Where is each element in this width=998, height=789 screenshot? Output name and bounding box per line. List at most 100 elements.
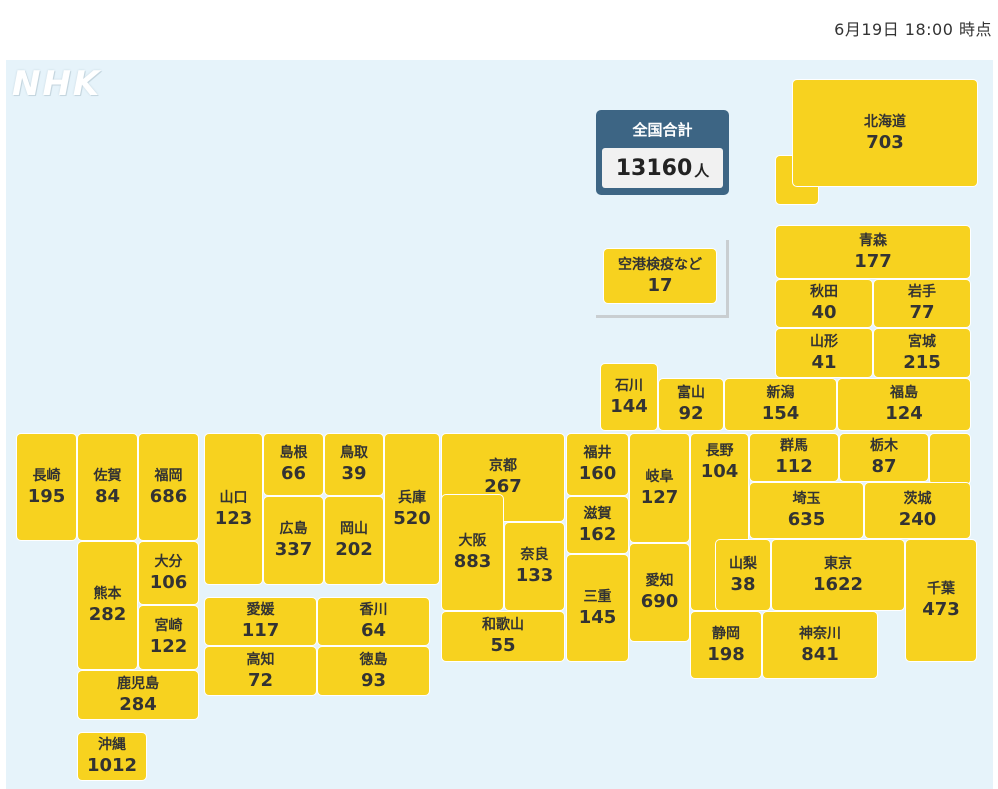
tile-count: 133 (515, 565, 554, 586)
tile-ehime[interactable]: 愛媛 117 (205, 598, 316, 645)
tile-count: 84 (94, 485, 121, 507)
tile-hiroshima[interactable]: 広島 337 (264, 497, 323, 584)
tile-name: 静岡 (712, 625, 740, 642)
tile-ibaraki[interactable]: 茨城 240 (865, 483, 970, 538)
tile-akita[interactable]: 秋田 40 (776, 280, 872, 327)
tile-name: 和歌山 (482, 617, 524, 633)
tile-name: 長崎 (32, 467, 61, 484)
tile-iwate[interactable]: 岩手 77 (874, 280, 970, 327)
tile-nara[interactable]: 奈良 133 (505, 523, 564, 610)
tile-okayama[interactable]: 岡山 202 (325, 497, 383, 584)
tile-count: 337 (274, 539, 313, 560)
tile-name: 新潟 (766, 385, 795, 401)
tile-count: 690 (640, 591, 679, 612)
tile-count: 144 (610, 395, 648, 417)
tile-count: 520 (393, 507, 431, 529)
tile-count: 38 (730, 573, 756, 595)
tile-shizuoka[interactable]: 静岡 198 (691, 612, 761, 678)
tile-niigata[interactable]: 新潟 154 (725, 379, 836, 430)
tile-kagoshima[interactable]: 鹿児島 284 (78, 671, 198, 719)
tile-aomori[interactable]: 青森 177 (776, 226, 970, 278)
tile-count: 267 (484, 476, 522, 497)
tile-count: 55 (490, 635, 516, 656)
tile-name: 石川 (615, 377, 643, 394)
tile-osaka[interactable]: 大阪 883 (442, 495, 503, 610)
tile-ishikawa[interactable]: 石川 144 (601, 364, 657, 430)
tile-count: 104 (700, 461, 739, 482)
tile-name: 大分 (154, 553, 183, 570)
tile-name: 長野 (705, 443, 734, 459)
tile-count: 177 (854, 250, 892, 272)
national-total-unit: 人 (694, 161, 710, 180)
national-total-value: 13160 人 (602, 148, 723, 188)
tile-count: 1012 (86, 755, 138, 776)
tile-fukuoka[interactable]: 福岡 686 (139, 434, 198, 540)
tile-fukui[interactable]: 福井 160 (567, 434, 628, 495)
tile-name: 山形 (810, 333, 838, 350)
tile-name: 奈良 (520, 547, 549, 563)
tile-wakayama[interactable]: 和歌山 55 (442, 612, 564, 661)
tile-name: 東京 (824, 555, 852, 572)
tile-yamagata[interactable]: 山形 41 (776, 329, 872, 377)
tile-shiga[interactable]: 滋賀 162 (567, 497, 628, 553)
national-total-box: 全国合計 13160 人 (596, 110, 729, 195)
tile-shimane[interactable]: 島根 66 (264, 434, 323, 495)
tile-yamaguchi[interactable]: 山口 123 (205, 434, 262, 584)
tile-miyazaki[interactable]: 宮崎 122 (139, 606, 198, 669)
tile-gifu[interactable]: 岐阜 127 (630, 434, 689, 542)
tile-kumamoto[interactable]: 熊本 282 (78, 542, 137, 669)
tile-name: 神奈川 (799, 625, 841, 642)
tile-count: 202 (335, 539, 373, 560)
tile-count: 1622 (812, 573, 864, 595)
tile-count: 124 (885, 403, 923, 424)
tile-name: 埼玉 (792, 491, 821, 507)
tile-count: 127 (640, 486, 679, 508)
tile-name: 広島 (279, 521, 308, 537)
tile-hokkaido[interactable]: 北海道 703 (793, 80, 977, 186)
tile-name: 福井 (583, 445, 612, 461)
tile-toyama[interactable]: 富山 92 (659, 379, 723, 430)
tile-airport-quarantine[interactable]: 空港検疫など 17 (604, 249, 716, 303)
tile-name: 三重 (583, 588, 612, 605)
tile-tokushima[interactable]: 徳島 93 (318, 647, 429, 695)
tile-kagawa[interactable]: 香川 64 (318, 598, 429, 645)
tile-name: 宮崎 (154, 618, 183, 634)
tile-okinawa[interactable]: 沖縄 1012 (78, 733, 146, 780)
tile-miyagi[interactable]: 宮城 215 (874, 329, 970, 377)
tile-count: 112 (775, 456, 813, 477)
tile-count: 160 (578, 463, 617, 484)
tile-count: 883 (453, 551, 492, 572)
tile-name: 兵庫 (398, 489, 426, 506)
tile-fukushima[interactable]: 福島 124 (838, 379, 970, 430)
tile-hyogo[interactable]: 兵庫 520 (385, 434, 439, 584)
tile-saitama[interactable]: 埼玉 635 (750, 483, 863, 538)
tile-count: 145 (578, 606, 617, 628)
tile-count: 841 (801, 643, 839, 665)
tile-oita[interactable]: 大分 106 (139, 542, 198, 604)
tile-name: 富山 (677, 385, 705, 401)
tile-count: 93 (360, 669, 387, 691)
tile-kanagawa[interactable]: 神奈川 841 (763, 612, 877, 678)
tile-kochi[interactable]: 高知 72 (205, 647, 316, 695)
tile-nagasaki[interactable]: 長崎 195 (17, 434, 76, 540)
tile-yamanashi[interactable]: 山梨 38 (716, 540, 770, 610)
tile-name: 青森 (859, 232, 887, 249)
tile-name: 岐阜 (645, 468, 674, 485)
tile-aichi[interactable]: 愛知 690 (630, 544, 689, 641)
tile-tochigi[interactable]: 栃木 87 (840, 434, 928, 481)
tile-name: 島根 (279, 445, 308, 461)
tile-count: 39 (341, 463, 367, 484)
tile-ibaraki-top[interactable] (930, 434, 970, 484)
tile-count: 686 (149, 485, 188, 507)
tile-saga[interactable]: 佐賀 84 (78, 434, 137, 540)
tile-gunma[interactable]: 群馬 112 (750, 434, 838, 481)
tile-count: 64 (360, 620, 387, 641)
tile-mie[interactable]: 三重 145 (567, 555, 628, 661)
tile-name: 群馬 (780, 438, 808, 454)
tile-kyoto[interactable]: 京都 267 (442, 434, 564, 521)
tile-chiba[interactable]: 千葉 473 (906, 540, 976, 661)
tile-tokyo[interactable]: 東京 1622 (772, 540, 904, 610)
tile-name: 鹿児島 (117, 675, 159, 692)
tile-count: 41 (811, 351, 837, 373)
tile-tottori[interactable]: 鳥取 39 (325, 434, 383, 495)
